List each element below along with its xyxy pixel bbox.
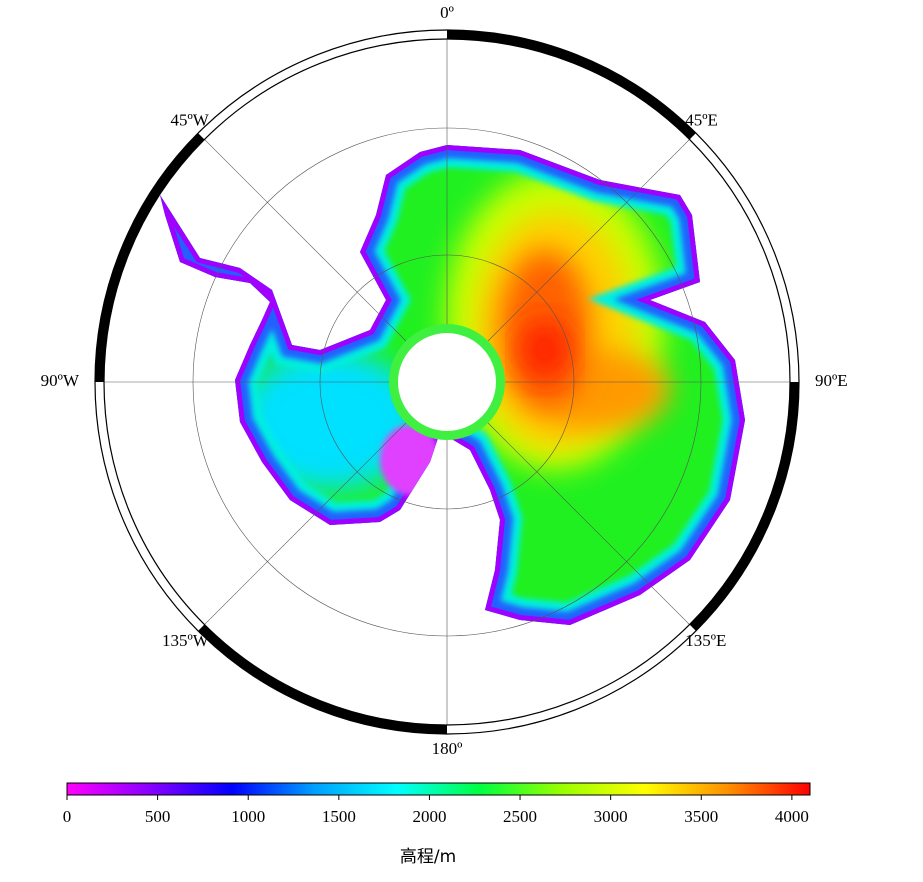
longitude-label: 45ºW (170, 111, 209, 130)
frame-black-segment (198, 624, 448, 734)
colorbar-tick-label: 3500 (684, 807, 718, 826)
colorbar-ticks: 0 500 1000 1500 2000 2500 3000 3500 4000 (63, 795, 809, 826)
longitude-label: 90ºW (41, 371, 80, 390)
colorbar-tick-label: 2500 (503, 807, 537, 826)
longitude-label: 90ºE (815, 371, 848, 390)
colorbar-tick-label: 2000 (412, 807, 446, 826)
longitude-label: 180º (432, 739, 463, 758)
frame-segments (95, 30, 799, 734)
meridian (487, 422, 690, 625)
meridian (204, 139, 407, 342)
colorbar-tick-label: 3000 (594, 807, 628, 826)
colorbar-tick-label: 0 (63, 807, 72, 826)
frame-black-segment (689, 381, 799, 631)
longitude-label: 135ºE (685, 631, 726, 650)
longitude-label: 45ºE (685, 111, 718, 130)
colorbar-tick-label: 1500 (322, 807, 356, 826)
pole-hole (398, 333, 496, 431)
frame-black-segment (95, 133, 205, 383)
meridian (204, 422, 407, 625)
colorbar-tick-label: 500 (145, 807, 171, 826)
meridian (487, 139, 690, 342)
frame-black-segment (446, 30, 696, 140)
longitude-label: 0º (440, 3, 454, 22)
colorbar-tick-label: 4000 (775, 807, 809, 826)
longitude-label: 135ºW (162, 631, 210, 650)
graticule (104, 39, 790, 725)
longitude-labels: 0º 45ºE 90ºE 135ºE 180º 135ºW 90ºW 45ºW (41, 3, 848, 758)
colorbar-tick-label: 1000 (231, 807, 265, 826)
colorbar-label: 高程/m (400, 847, 456, 867)
colorbar (66, 782, 811, 796)
